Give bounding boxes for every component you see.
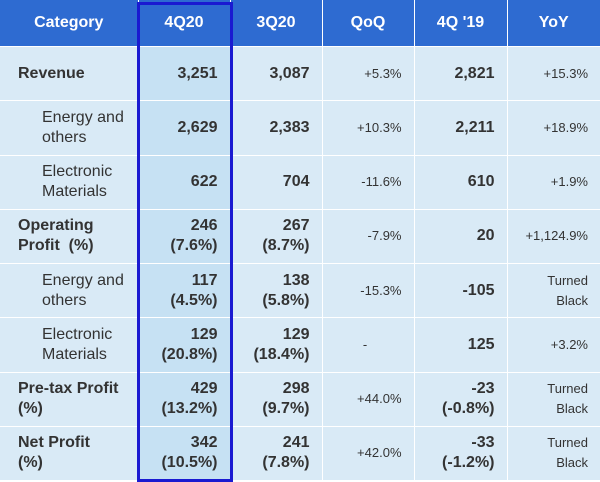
row-label: Revenue	[0, 45, 139, 101]
cell-yoy: Turned Black	[507, 371, 600, 427]
cell-4q20: 117 (4.5%)	[138, 262, 231, 318]
cell-qoq: -7.9%	[322, 208, 415, 264]
cell-yoy: +1,124.9%	[507, 208, 600, 264]
table-row-net-profit: Net Profit (%) 342 (10.5%) 241 (7.8%) +42.0…	[0, 425, 600, 480]
cell-3q20: 704	[230, 154, 323, 210]
row-label: Electronic Materials	[0, 154, 139, 210]
cell-4q19: -105	[414, 262, 508, 318]
row-label: Operating Profit (%)	[0, 208, 139, 264]
header-4q19: 4Q '19	[414, 0, 508, 47]
header-row: Category 4Q20 3Q20 QoQ 4Q '19 YoY	[0, 0, 600, 47]
cell-4q20: 2,629	[138, 100, 231, 155]
cell-4q20: 129 (20.8%)	[138, 317, 231, 372]
cell-4q20: 246 (7.6%)	[138, 208, 231, 264]
cell-qoq: -15.3%	[322, 262, 415, 318]
cell-3q20: 267 (8.7%)	[230, 208, 323, 264]
cell-3q20: 241 (7.8%)	[230, 425, 323, 480]
cell-3q20: 298 (9.7%)	[230, 371, 323, 427]
table-row-revenue-electronic: Electronic Materials 622 704 -11.6% 610 +…	[0, 154, 600, 210]
cell-3q20: 129 (18.4%)	[230, 317, 323, 372]
row-label: Energy and others	[0, 100, 139, 155]
cell-3q20: 2,383	[230, 100, 323, 155]
cell-4q19: 2,211	[414, 100, 508, 155]
header-yoy: YoY	[507, 0, 600, 47]
cell-qoq: +44.0%	[322, 371, 415, 427]
cell-4q20: 342 (10.5%)	[138, 425, 231, 480]
cell-yoy: +18.9%	[507, 100, 600, 155]
cell-yoy: +1.9%	[507, 154, 600, 210]
cell-qoq: +5.3%	[322, 45, 415, 101]
cell-yoy: +15.3%	[507, 45, 600, 101]
cell-yoy: Turned Black	[507, 262, 600, 318]
cell-3q20: 138 (5.8%)	[230, 262, 323, 318]
cell-qoq: +10.3%	[322, 100, 415, 155]
cell-qoq: +42.0%	[322, 425, 415, 480]
header-3q20: 3Q20	[230, 0, 323, 47]
cell-yoy: +3.2%	[507, 317, 600, 372]
cell-4q19: 610	[414, 154, 508, 210]
cell-4q20: 3,251	[138, 45, 231, 101]
cell-yoy: Turned Black	[507, 425, 600, 480]
cell-4q19: 125	[414, 317, 508, 372]
cell-4q20: 622	[138, 154, 231, 210]
row-label: Electronic Materials	[0, 317, 139, 372]
cell-4q19: -33 (-1.2%)	[414, 425, 508, 480]
header-4q20: 4Q20	[138, 0, 231, 47]
cell-qoq: -	[322, 317, 415, 372]
header-category: Category	[0, 0, 139, 47]
table-row-op-electronic: Electronic Materials 129 (20.8%) 129 (18.4%…	[0, 317, 600, 372]
table-row-operating-profit: Operating Profit (%) 246 (7.6%) 267 (8.7%) …	[0, 208, 600, 264]
row-label: Energy and others	[0, 262, 139, 318]
table-row-op-energy: Energy and others 117 (4.5%) 138 (5.8%) -15…	[0, 262, 600, 318]
cell-4q20: 429 (13.2%)	[138, 371, 231, 427]
table-row-revenue-energy: Energy and others 2,629 2,383 +10.3% 2,21…	[0, 100, 600, 155]
cell-qoq: -11.6%	[322, 154, 415, 210]
row-label: Net Profit (%)	[0, 425, 139, 480]
cell-3q20: 3,087	[230, 45, 323, 101]
cell-4q19: 2,821	[414, 45, 508, 101]
header-qoq: QoQ	[322, 0, 415, 47]
table-row-revenue: Revenue 3,251 3,087 +5.3% 2,821 +15.3%	[0, 45, 600, 101]
row-label: Pre-tax Profit (%)	[0, 371, 139, 427]
cell-4q19: -23 (-0.8%)	[414, 371, 508, 427]
cell-4q19: 20	[414, 208, 508, 264]
table-row-pretax-profit: Pre-tax Profit (%) 429 (13.2%) 298 (9.7%) +…	[0, 371, 600, 427]
